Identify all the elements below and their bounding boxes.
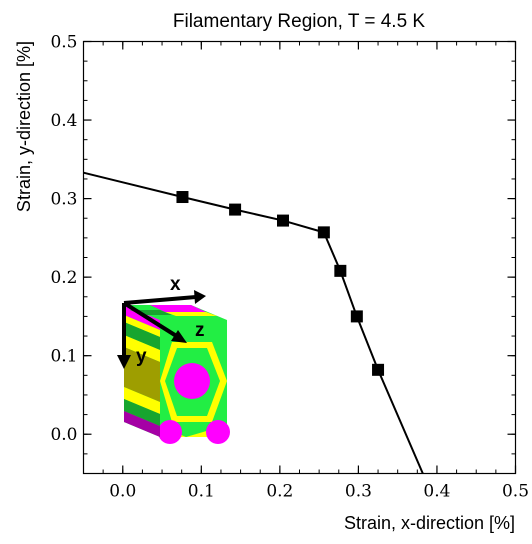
inset-side-stripe-5	[124, 347, 160, 402]
y-tick-label: 0.5	[50, 33, 77, 53]
plot-frame	[82, 40, 517, 475]
inset-y-arrowhead	[117, 355, 131, 369]
x-tick-label: 0.1	[188, 482, 215, 502]
inset-side-stripe-2	[124, 315, 160, 337]
data-point-marker	[317, 226, 330, 239]
chart-title: Filamentary Region, T = 4.5 K	[173, 11, 426, 32]
data-point-marker	[372, 363, 385, 376]
inset-front-bottom-right-circle	[206, 420, 230, 444]
inset-side-face	[124, 305, 160, 437]
x-tick-label: 0.5	[502, 482, 529, 502]
x-tick-label: 0.0	[109, 482, 136, 502]
data-point-marker	[277, 214, 290, 227]
y-tick-label: 0.4	[50, 111, 77, 131]
inset-top-yellow-band	[165, 312, 217, 316]
inset-z-axis-arrow	[122, 301, 180, 339]
inset-side-stripe-4	[124, 335, 160, 362]
data-point-marker	[176, 191, 189, 204]
inset-z-label: z	[195, 320, 205, 341]
data-point-marker	[334, 264, 347, 277]
inset-side-stripe-6	[124, 387, 160, 414]
inset-3d-cell: x z y	[117, 274, 230, 444]
x-tick-label: 0.4	[423, 482, 450, 502]
y-tick-label: 0.3	[50, 190, 77, 210]
y-tick-label: 0.2	[50, 268, 77, 288]
data-point-marker	[350, 310, 363, 323]
x-axis-label: Strain, x-direction [%]	[344, 513, 515, 533]
inset-y-label: y	[136, 346, 147, 367]
inset-front-face	[158, 320, 230, 444]
x-tick-label: 0.2	[266, 482, 293, 502]
inset-x-axis-arrow	[123, 295, 197, 305]
inset-x-arrowhead	[194, 290, 206, 304]
x-tick-label: 0.3	[345, 482, 372, 502]
y-tick-label: 0.0	[50, 425, 77, 445]
inset-axes: x z y	[117, 274, 206, 369]
y-tick-label: 0.1	[50, 347, 77, 367]
inset-side-stripe-7	[124, 399, 160, 426]
inset-side-stripe-8	[124, 411, 160, 437]
inset-z-arrowhead	[171, 330, 187, 343]
inset-x-label: x	[170, 274, 181, 295]
y-axis-label: Strain, y-direction [%]	[14, 41, 34, 212]
data-point-marker	[229, 203, 242, 216]
inset-top-magenta-band	[150, 305, 206, 312]
inset-front-magenta-circle	[174, 363, 210, 399]
inset-front-bottom-left-circle	[158, 420, 182, 444]
inset-side-stripe-3	[124, 322, 160, 350]
